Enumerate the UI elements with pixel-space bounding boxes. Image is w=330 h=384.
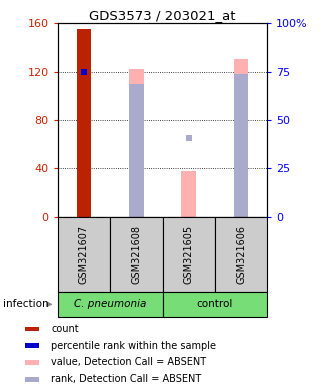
Bar — [215, 217, 267, 292]
Bar — [77, 29, 91, 217]
Text: infection: infection — [3, 299, 49, 310]
Bar — [110, 217, 162, 292]
Bar — [234, 74, 248, 217]
Bar — [162, 217, 215, 292]
Bar — [129, 84, 144, 217]
Text: GSM321608: GSM321608 — [131, 225, 141, 284]
Text: count: count — [51, 324, 79, 334]
Text: control: control — [197, 299, 233, 310]
Bar — [234, 60, 248, 217]
Text: value, Detection Call = ABSENT: value, Detection Call = ABSENT — [51, 358, 206, 367]
Text: GSM321606: GSM321606 — [236, 225, 246, 284]
Text: rank, Detection Call = ABSENT: rank, Detection Call = ABSENT — [51, 374, 201, 384]
Bar — [25, 360, 39, 365]
Bar — [58, 292, 162, 317]
Bar — [58, 217, 110, 292]
Bar — [129, 69, 144, 217]
Title: GDS3573 / 203021_at: GDS3573 / 203021_at — [89, 9, 236, 22]
Text: C. pneumonia: C. pneumonia — [74, 299, 146, 310]
Bar — [182, 171, 196, 217]
Text: GSM321607: GSM321607 — [79, 225, 89, 284]
Bar — [25, 326, 39, 331]
Bar — [25, 343, 39, 348]
Bar — [25, 377, 39, 382]
Text: percentile rank within the sample: percentile rank within the sample — [51, 341, 216, 351]
Text: GSM321605: GSM321605 — [184, 225, 194, 284]
Bar — [162, 292, 267, 317]
